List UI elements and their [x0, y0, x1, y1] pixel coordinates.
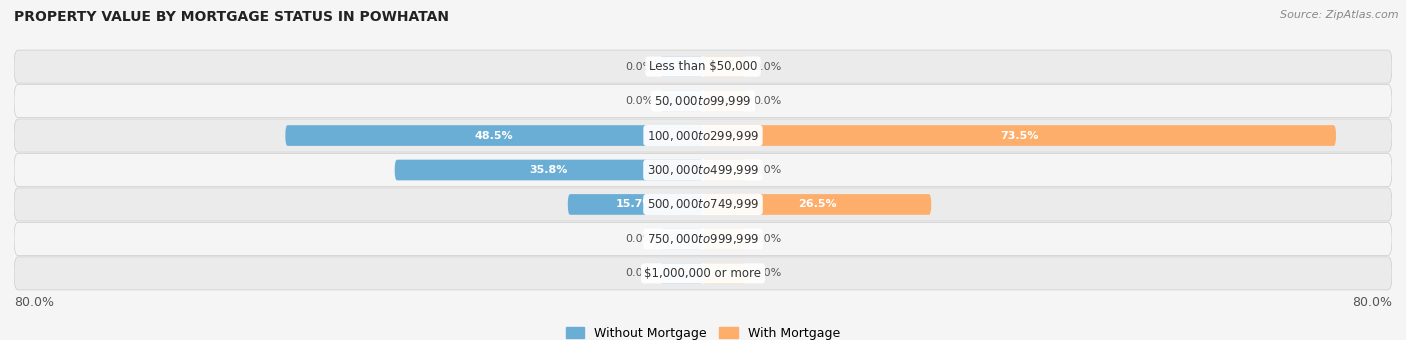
Text: 0.0%: 0.0%	[754, 62, 782, 72]
Text: $500,000 to $749,999: $500,000 to $749,999	[647, 198, 759, 211]
Text: 0.0%: 0.0%	[754, 165, 782, 175]
Text: 80.0%: 80.0%	[1353, 296, 1392, 309]
Legend: Without Mortgage, With Mortgage: Without Mortgage, With Mortgage	[561, 322, 845, 340]
FancyBboxPatch shape	[703, 56, 747, 77]
Text: 15.7%: 15.7%	[616, 200, 655, 209]
Text: Less than $50,000: Less than $50,000	[648, 60, 758, 73]
Text: 35.8%: 35.8%	[530, 165, 568, 175]
Text: Source: ZipAtlas.com: Source: ZipAtlas.com	[1281, 10, 1399, 20]
FancyBboxPatch shape	[659, 228, 703, 249]
Text: 73.5%: 73.5%	[1000, 131, 1039, 140]
FancyBboxPatch shape	[703, 194, 931, 215]
FancyBboxPatch shape	[568, 194, 703, 215]
FancyBboxPatch shape	[14, 188, 1392, 221]
Text: 0.0%: 0.0%	[624, 62, 652, 72]
FancyBboxPatch shape	[395, 160, 703, 180]
Text: 48.5%: 48.5%	[475, 131, 513, 140]
FancyBboxPatch shape	[14, 222, 1392, 255]
FancyBboxPatch shape	[703, 228, 747, 249]
Text: PROPERTY VALUE BY MORTGAGE STATUS IN POWHATAN: PROPERTY VALUE BY MORTGAGE STATUS IN POW…	[14, 10, 449, 24]
FancyBboxPatch shape	[659, 56, 703, 77]
Text: 0.0%: 0.0%	[754, 234, 782, 244]
Text: 0.0%: 0.0%	[624, 96, 652, 106]
FancyBboxPatch shape	[703, 91, 747, 112]
FancyBboxPatch shape	[703, 125, 1336, 146]
Text: 80.0%: 80.0%	[14, 296, 53, 309]
FancyBboxPatch shape	[14, 50, 1392, 83]
FancyBboxPatch shape	[14, 257, 1392, 290]
Text: 0.0%: 0.0%	[754, 268, 782, 278]
Text: 0.0%: 0.0%	[624, 234, 652, 244]
FancyBboxPatch shape	[14, 119, 1392, 152]
FancyBboxPatch shape	[14, 153, 1392, 187]
Text: $1,000,000 or more: $1,000,000 or more	[644, 267, 762, 280]
Text: $100,000 to $299,999: $100,000 to $299,999	[647, 129, 759, 142]
FancyBboxPatch shape	[14, 85, 1392, 118]
Text: 0.0%: 0.0%	[624, 268, 652, 278]
Text: 26.5%: 26.5%	[797, 200, 837, 209]
FancyBboxPatch shape	[285, 125, 703, 146]
Text: 0.0%: 0.0%	[754, 96, 782, 106]
FancyBboxPatch shape	[659, 91, 703, 112]
FancyBboxPatch shape	[659, 263, 703, 284]
Text: $50,000 to $99,999: $50,000 to $99,999	[654, 94, 752, 108]
Text: $300,000 to $499,999: $300,000 to $499,999	[647, 163, 759, 177]
FancyBboxPatch shape	[703, 263, 747, 284]
Text: $750,000 to $999,999: $750,000 to $999,999	[647, 232, 759, 246]
FancyBboxPatch shape	[703, 160, 747, 180]
